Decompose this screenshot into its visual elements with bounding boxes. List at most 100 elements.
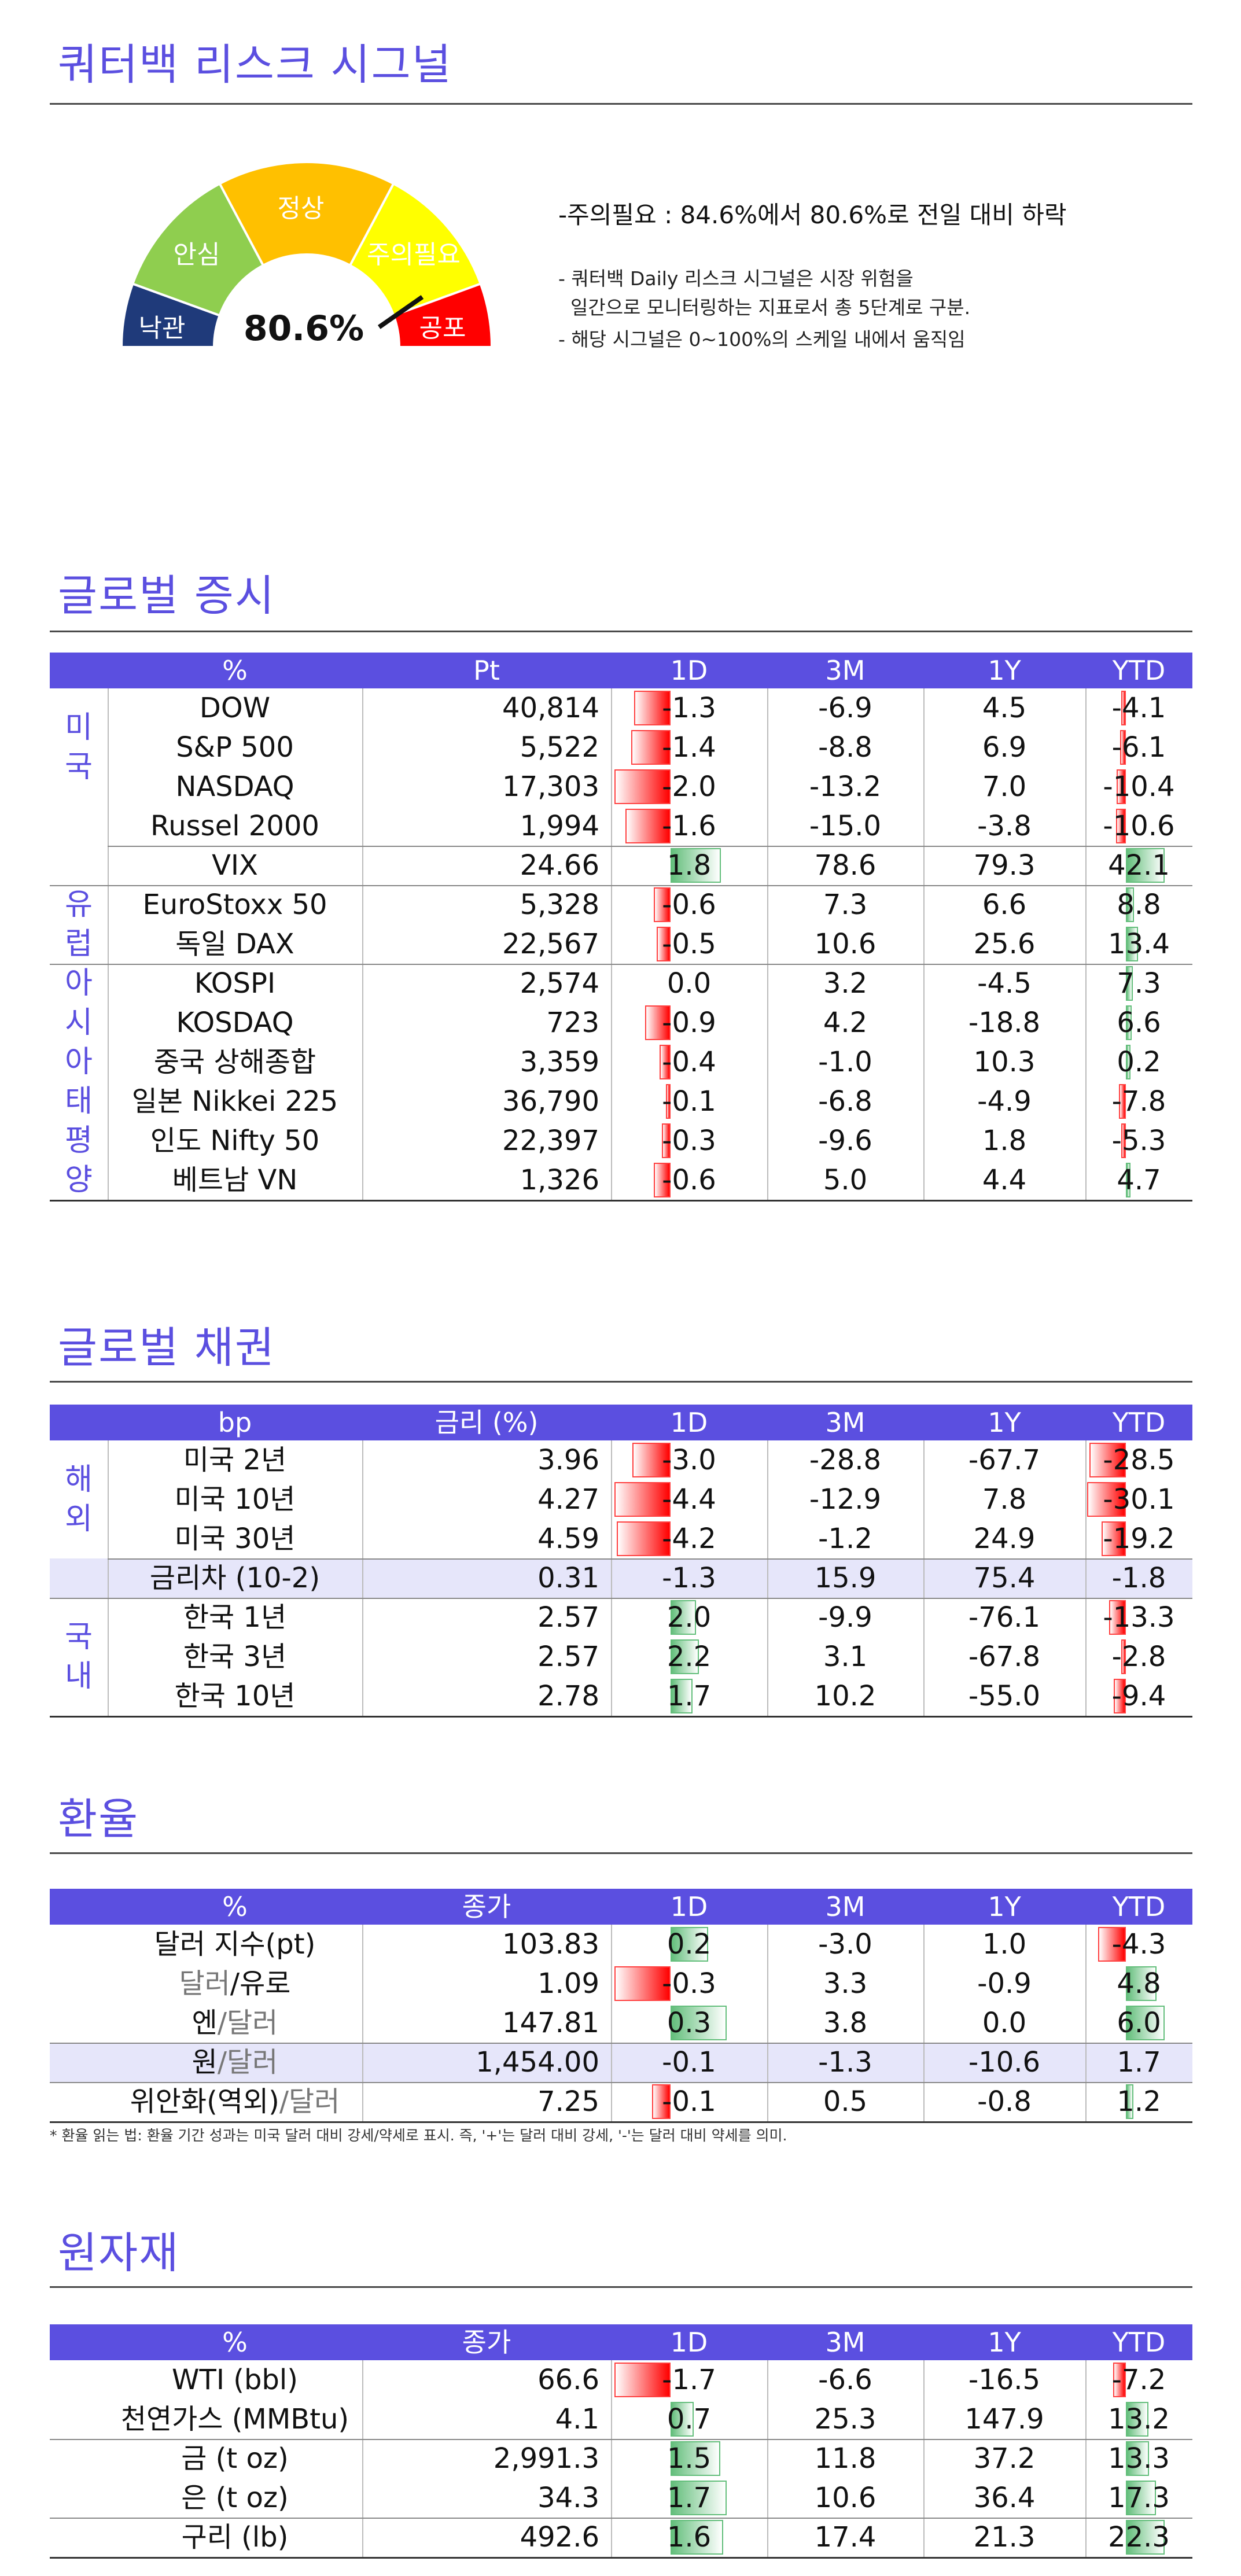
table-row: NASDAQ 17,303 -2.0 -13.2 7.0 -10.4 [50,767,1192,806]
column-divider [767,1925,768,2121]
fx-footnote: * 환율 읽는 법: 환율 기간 성과는 미국 달러 대비 강세/약세로 표시.… [50,2127,787,2144]
cell-ytd: -7.8 [1111,1085,1166,1118]
cell-m3: 17.4 [814,2521,877,2553]
cell-m3: -6.8 [818,1085,872,1118]
cell-value: 3,359 [520,1046,599,1078]
group-label-char: 국 [65,1620,93,1654]
cell-d1: 1.8 [666,849,712,882]
gauge-seg-5 [392,282,494,348]
cell-value: 492.6 [520,2521,599,2553]
cell-y1: -10.6 [968,2046,1041,2079]
cell-d1: 2.2 [666,1641,712,1673]
ytd-bar [1098,1927,1126,1962]
cell-ytd: -13.3 [1103,1601,1175,1634]
cell-value: 4.59 [537,1523,599,1555]
header-ytd: YTD [1112,655,1166,686]
column-divider [108,1440,109,1716]
cell-ytd: 0.2 [1117,1046,1161,1078]
header-name: bp [218,1407,252,1438]
d1-bar [671,1927,708,1962]
table-row: DOW 40,814 -1.3 -6.9 4.5 -4.1 [50,688,1192,728]
header-y1: 1Y [988,655,1021,686]
ytd-bar [1126,848,1165,883]
cell-value: 3.96 [537,1444,599,1476]
cell-value: 22,397 [502,1125,599,1157]
ytd-bar [1126,1966,1157,2001]
column-divider [611,1440,612,1716]
cell-value: 22,567 [502,928,599,960]
cell-value: 4.27 [537,1483,599,1516]
table-header: % Pt 1D 3M 1Y YTD [50,653,1192,688]
gauge-svg: 낙관 안심 정상 주의필요 공포 80.6% [120,161,494,349]
cell-value: 66.6 [537,2364,599,2396]
table-row: Russel 2000 1,994 -1.6 -15.0 -3.8 -10.6 [50,806,1192,846]
cell-ytd: -2.8 [1111,1641,1166,1673]
cell-m3: 78.6 [814,849,877,882]
cell-ytd: 13.2 [1108,2403,1170,2435]
table-row: 엔/달러 147.81 0.3 3.8 0.0 6.0 [50,2003,1192,2043]
cell-value: 7.25 [537,2085,599,2118]
cell-m3: -1.0 [818,1046,872,1078]
cell-ytd: 22.3 [1108,2521,1170,2553]
cell-value: 1.09 [537,1967,599,2000]
cell-d1: -1.6 [662,810,716,842]
cell-m3: -28.8 [809,1444,882,1476]
cell-y1: 0.0 [982,2007,1027,2039]
cell-d1: -0.3 [662,1967,716,2000]
fx-name-secondary: /달러 [217,2007,278,2039]
cell-ytd: 13.3 [1108,2442,1170,2475]
cell-m3: 3.3 [823,1967,868,2000]
ytd-bar [1126,927,1138,961]
cell-d1: -1.4 [662,731,716,764]
cell-m3: -9.9 [818,1601,872,1634]
column-divider [923,1925,925,2121]
column-divider [1085,1925,1087,2121]
table-bottom-rule [50,2121,1192,2123]
cell-name: 달러 지수(pt) [108,1925,362,1964]
cell-ytd: 42.1 [1108,849,1170,882]
table-row: 미국 2년 3.96 -3.0 -28.8 -67.7 -28.5 [50,1440,1192,1480]
table-row: 금 (t oz) 2,991.3 1.5 11.8 37.2 13.3 [50,2439,1192,2478]
cell-ytd: -5.3 [1111,1125,1166,1157]
cell-value: 24.66 [520,849,599,882]
d1-bar [654,887,671,922]
column-divider [362,1440,363,1716]
group-label-char: 유 [65,887,93,922]
cell-d1: -0.1 [662,1085,716,1118]
cell-y1: -0.8 [977,2085,1032,2118]
cell-y1: 6.9 [982,731,1027,764]
cell-d1: -4.4 [662,1483,716,1516]
signal-note-1: - 쿼터백 Daily 리스크 시그널은 시장 위험을 [558,267,914,290]
cell-d1: 1.7 [666,1680,712,1712]
cell-y1: 4.4 [982,1164,1027,1196]
cell-name: 중국 상해종합 [153,1046,316,1078]
cell-y1: -18.8 [968,1007,1041,1039]
ytd-bar [1113,2363,1126,2397]
d1-bar [631,730,671,765]
row-divider [50,2082,1192,2083]
ytd-bar [1126,2441,1149,2476]
cell-m3: -15.0 [809,810,882,842]
ytd-bar [1114,1679,1126,1713]
header-ytd: YTD [1112,2327,1166,2358]
cell-d1: 0.3 [666,2007,712,2039]
group-label-char: 미 [65,710,93,745]
table-row: S&P 500 5,522 -1.4 -8.8 6.9 -6.1 [50,728,1192,767]
fx-rule [50,1852,1192,1854]
cell-ytd: 4.8 [1117,1967,1161,2000]
cell-d1: 2.0 [666,1601,712,1634]
cell-m3: 15.9 [814,1562,877,1594]
header-d1: 1D [670,655,708,686]
ytd-bar [1121,1123,1126,1158]
cell-value: 1,994 [520,810,599,842]
ytd-bar [1102,1521,1126,1556]
cell-name: 엔/달러 [108,2003,362,2043]
cell-m3: -6.9 [818,692,872,724]
d1-bar [614,1966,671,2001]
cell-d1: -0.6 [662,889,716,921]
d1-bar [671,2402,694,2437]
equity-rule [50,631,1192,632]
d1-bar [614,2363,671,2397]
column-divider [1085,2360,1087,2557]
